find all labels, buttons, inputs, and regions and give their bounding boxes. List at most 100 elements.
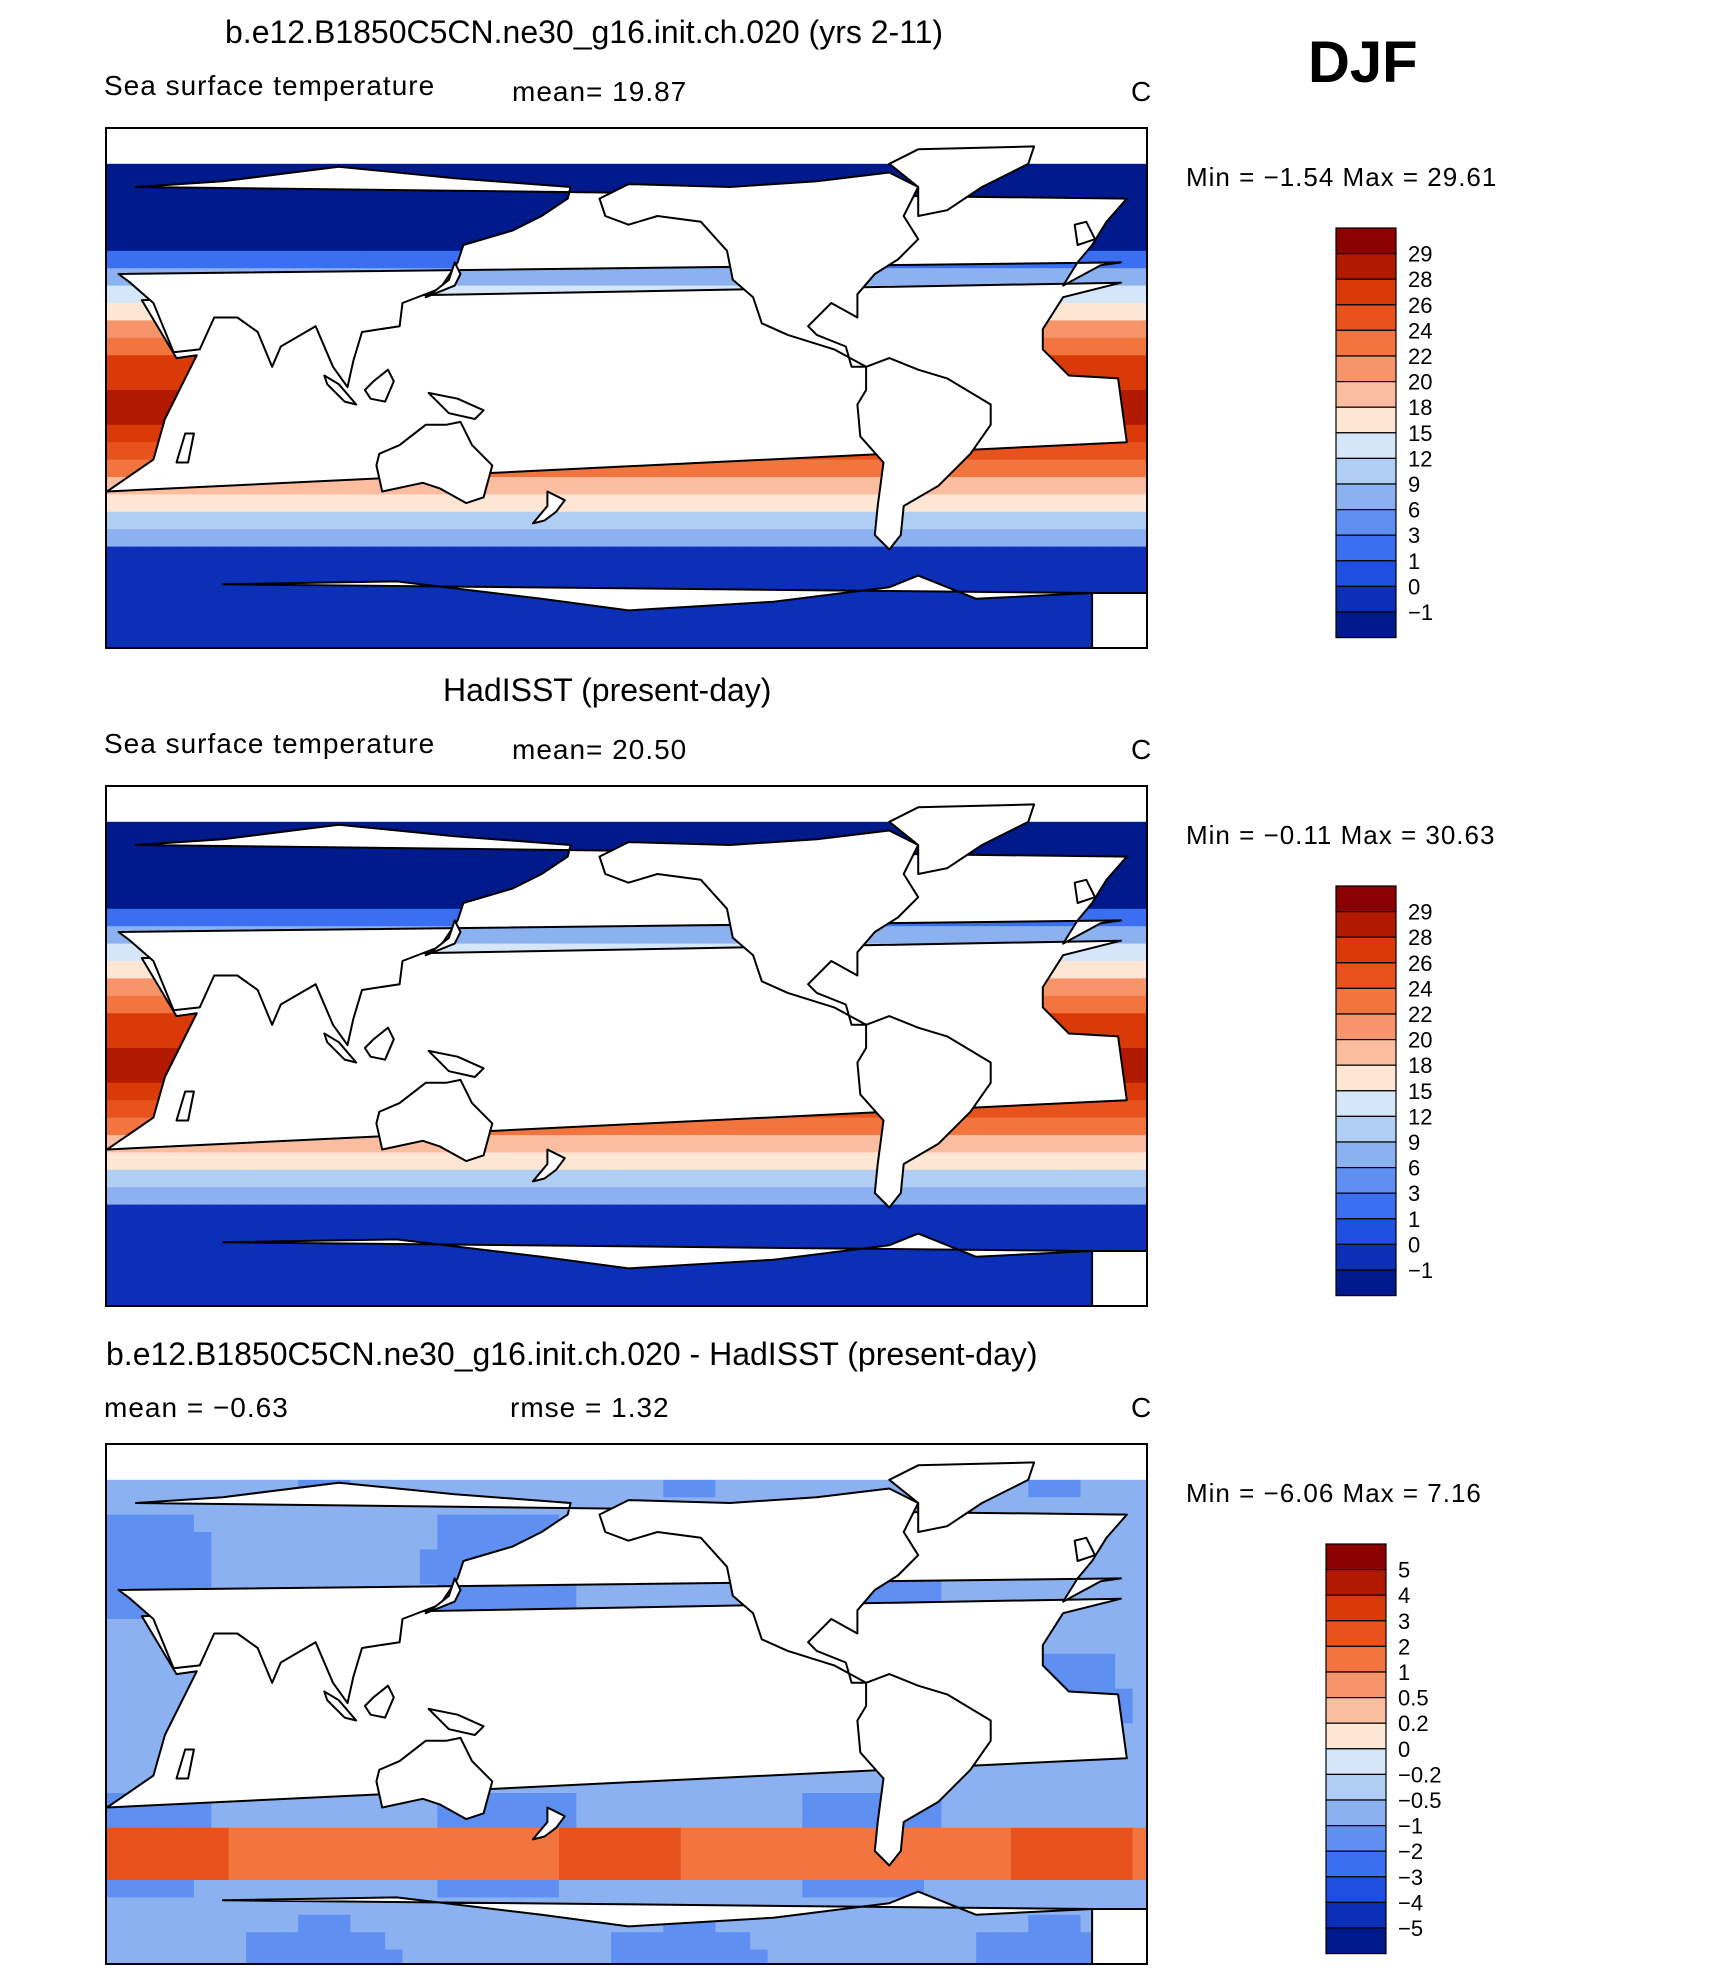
ocean-cell	[924, 1291, 943, 1305]
ocean-cell	[1132, 961, 1146, 980]
ocean-cell	[559, 529, 578, 548]
ocean-cell	[176, 494, 195, 513]
ocean-cell	[298, 874, 317, 893]
ocean-cell	[1097, 1619, 1116, 1638]
ocean-cell	[1063, 1135, 1082, 1154]
ocean-cell	[1115, 978, 1134, 997]
ocean-cell	[1115, 1187, 1134, 1206]
colorbar-tick-label: 18	[1408, 395, 1432, 420]
ocean-cell	[1063, 1204, 1082, 1223]
colorbar-swatch	[1335, 278, 1397, 306]
ocean-cell	[1080, 1671, 1099, 1690]
ocean-cell	[1080, 1187, 1099, 1206]
ocean-cell	[107, 1653, 126, 1672]
ocean-cell	[837, 1152, 856, 1171]
ocean-cell	[246, 598, 265, 617]
ocean-cell	[680, 1187, 699, 1206]
ocean-cell	[419, 1187, 439, 1206]
ocean-cell	[1028, 926, 1047, 945]
ocean-cell	[454, 874, 473, 893]
ocean-cell	[785, 1256, 804, 1275]
ocean-cell	[280, 546, 299, 565]
ocean-cell	[472, 856, 491, 875]
ocean-cell	[385, 598, 404, 617]
ocean-cell	[576, 163, 595, 182]
ocean-cell	[750, 1152, 769, 1171]
ocean-cell	[141, 546, 160, 565]
ocean-cell	[211, 511, 230, 530]
ocean-cell	[524, 1793, 543, 1812]
ocean-cell	[1045, 1497, 1064, 1516]
ocean-cell	[176, 908, 195, 927]
ocean-cell	[541, 616, 560, 635]
ocean-cell	[680, 926, 699, 945]
ocean-cell	[506, 1187, 525, 1206]
ocean-cell	[715, 1117, 734, 1136]
ocean-cell	[280, 529, 299, 548]
ocean-cell	[1080, 1497, 1099, 1516]
ocean-cell	[193, 1187, 213, 1206]
ocean-cell	[280, 1222, 299, 1241]
ocean-cell	[819, 459, 838, 478]
ocean-cell	[924, 1187, 943, 1206]
ocean-cell	[1097, 891, 1116, 910]
ocean-cell	[958, 1204, 977, 1223]
ocean-cell	[819, 1222, 838, 1241]
continent-outline	[531, 1148, 566, 1183]
ocean-cell	[889, 268, 908, 287]
ocean-cell	[593, 1204, 612, 1223]
ocean-cell	[976, 1204, 995, 1223]
ocean-cell	[698, 821, 717, 840]
ocean-cell	[854, 1291, 873, 1305]
ocean-cell	[819, 1117, 838, 1136]
ocean-cell	[524, 1222, 543, 1241]
ocean-cell	[1010, 1775, 1030, 1794]
ocean-cell	[1063, 1013, 1082, 1032]
ocean-cell	[576, 1274, 595, 1293]
ocean-cell	[141, 1152, 160, 1171]
ocean-cell	[402, 529, 421, 548]
ocean-cell	[315, 1204, 334, 1223]
ocean-cell	[698, 1793, 717, 1812]
ocean-cell	[524, 1152, 543, 1171]
ocean-cell	[350, 1152, 369, 1171]
ocean-cell	[976, 1793, 995, 1812]
ocean-cell	[107, 1222, 126, 1241]
ocean-cell	[767, 494, 786, 513]
ocean-cell	[385, 1187, 404, 1206]
ocean-cell	[958, 1135, 977, 1154]
ocean-cell	[663, 1169, 682, 1188]
ocean-cell	[141, 1065, 160, 1084]
ocean-cell	[871, 616, 891, 635]
ocean-cell	[680, 529, 699, 548]
ocean-cell	[1132, 372, 1146, 391]
ocean-cell	[141, 216, 160, 235]
ocean-cell	[663, 494, 682, 513]
ocean-cell	[333, 1274, 352, 1293]
colorbar-swatch	[1335, 253, 1397, 280]
ocean-cell	[1063, 1479, 1082, 1498]
ocean-cell	[367, 874, 386, 893]
ocean-cell	[924, 494, 943, 513]
ocean-cell	[246, 1169, 265, 1188]
ocean-cell	[906, 1584, 925, 1603]
ocean-cell	[107, 1030, 126, 1049]
ocean-cell	[559, 1204, 578, 1223]
ocean-cell	[1097, 995, 1116, 1014]
ocean-cell	[628, 564, 647, 583]
ocean-cell	[280, 511, 299, 530]
ocean-cell	[124, 1013, 143, 1032]
ocean-cell	[871, 633, 891, 647]
ocean-cell	[124, 320, 143, 339]
colorbar-swatch	[1335, 962, 1397, 990]
ocean-cell	[385, 1291, 404, 1305]
ocean-cell	[958, 1169, 977, 1188]
ocean-cell	[698, 1222, 717, 1241]
colorbar-tick-label: 12	[1408, 1104, 1432, 1129]
ocean-cell	[193, 1532, 213, 1551]
ocean-cell	[1132, 1514, 1146, 1533]
ocean-cell	[367, 546, 386, 565]
ocean-cell	[785, 1793, 804, 1812]
panel-3-rmse: rmse = 1.32	[510, 1392, 670, 1423]
colorbar-tick-label: 6	[1408, 498, 1420, 523]
